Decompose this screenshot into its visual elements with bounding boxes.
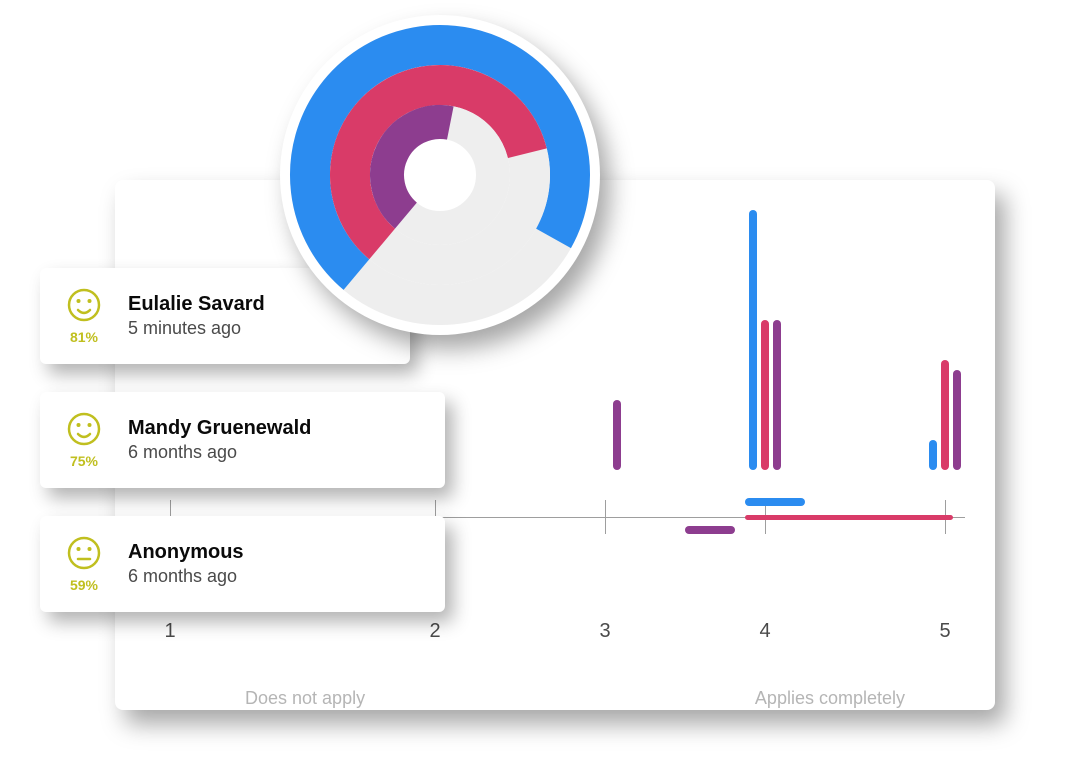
chart-bar <box>613 400 621 470</box>
mood-icon <box>66 535 102 571</box>
axis-label-right: Applies completely <box>755 688 905 709</box>
respondent-percent: 75% <box>70 453 98 469</box>
range-segment <box>745 498 805 506</box>
ring-segment <box>387 122 450 216</box>
mood-icon <box>66 287 102 323</box>
mood-icon <box>66 411 102 447</box>
chart-bar <box>929 440 937 470</box>
respondent-name: Eulalie Savard <box>128 293 265 316</box>
range-segment <box>745 515 953 520</box>
range-segment <box>685 526 735 534</box>
chart-bar <box>761 320 769 470</box>
axis-label-left: Does not apply <box>245 688 365 709</box>
respondent-time: 6 months ago <box>128 442 311 463</box>
respondent-name: Anonymous <box>128 541 244 564</box>
respondent-time: 5 minutes ago <box>128 318 265 339</box>
respondent-time: 6 months ago <box>128 566 244 587</box>
axis-tick <box>605 500 606 534</box>
respondent-percent: 81% <box>70 329 98 345</box>
chart-bar <box>953 370 961 470</box>
axis-category-label: 4 <box>759 620 770 643</box>
axis-category-label: 2 <box>429 620 440 643</box>
axis-category-label: 1 <box>164 620 175 643</box>
axis-category-label: 5 <box>939 620 950 643</box>
axis-category-label: 3 <box>599 620 610 643</box>
chart-bar <box>773 320 781 470</box>
radial-chart <box>280 15 600 335</box>
chart-bar <box>749 210 757 470</box>
respondent-card[interactable]: 75% Mandy Gruenewald6 months ago <box>40 392 445 488</box>
respondent-name: Mandy Gruenewald <box>128 417 311 440</box>
respondent-card[interactable]: 59% Anonymous6 months ago <box>40 516 445 612</box>
respondent-percent: 59% <box>70 577 98 593</box>
chart-bar <box>941 360 949 470</box>
